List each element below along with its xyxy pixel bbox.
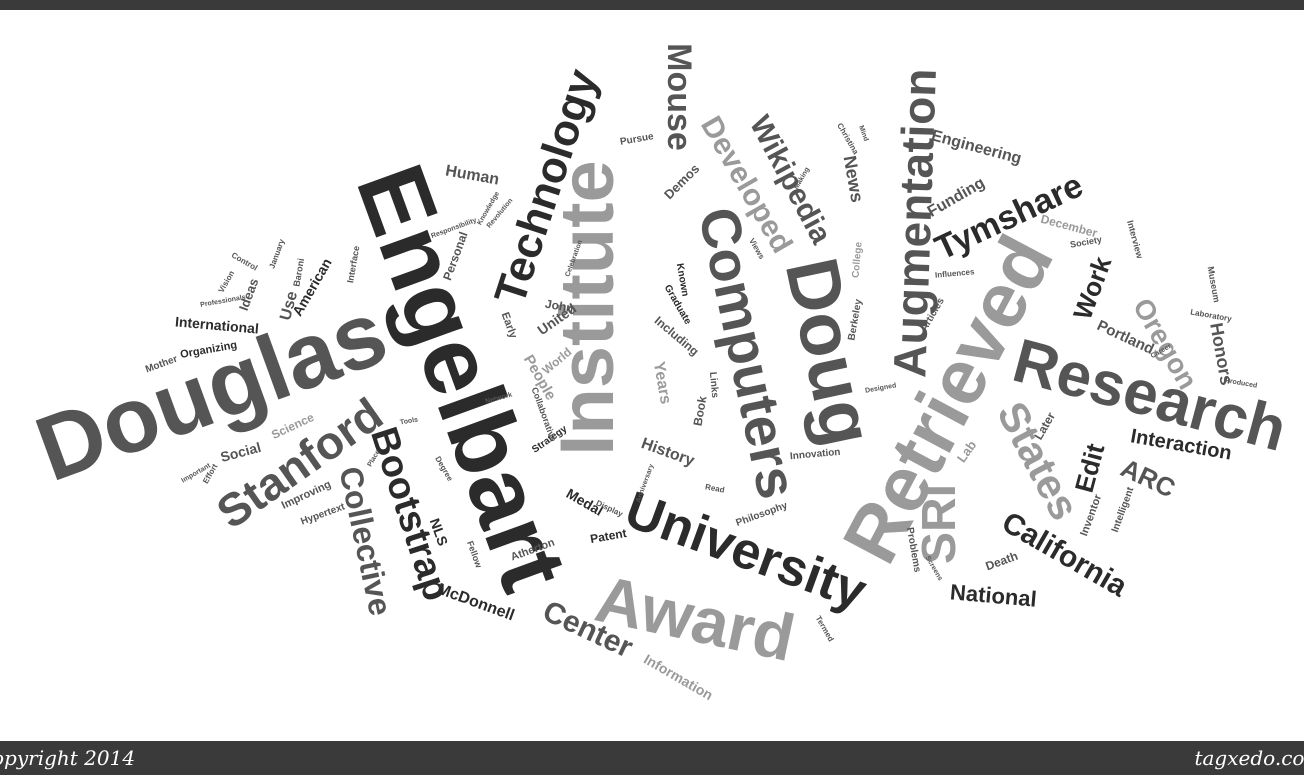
word-philosophy: Philosophy [734,500,789,529]
word-years: Years [649,360,674,406]
word-tools: Tools [399,416,419,427]
word-augmentation: Augmentation [883,67,946,379]
word-work: Work [1067,252,1118,324]
word-college: College [850,241,865,279]
word-including: Including [651,313,702,359]
word-control: Control [229,250,260,273]
word-mind: Mind [857,124,870,143]
word-society: Society [1069,234,1103,250]
word-national: National [949,579,1038,612]
word-intelligent: Intelligent [1109,485,1137,534]
word-termed: Termed [813,614,836,644]
footer-bar: opyright 2014 tagxedo.cor [0,741,1304,775]
word-vision: Vision [216,269,237,295]
word-interview: Interview [1125,219,1145,260]
word-read: Read [704,482,726,495]
word-links: Links [706,371,721,399]
word-edit: Edit [1068,440,1111,496]
word-cloud: Douglas Engelbart Institute Doug Retriev… [24,43,1294,704]
word-engineering: Engineering [929,127,1024,168]
top-bar [0,0,1304,10]
word-interface: Interface [345,245,362,284]
tagxedo-watermark: tagxedo.cor [1194,746,1304,770]
word-hypertext: Hypertext [299,501,347,528]
word-international: International [174,313,260,337]
word-museum: Museum [1205,265,1222,304]
word-sri: SRI [913,483,967,565]
word-pursue: Pursue [619,131,655,148]
word-laboratory: Laboratory [1189,307,1233,324]
word-information: Information [641,650,716,704]
word-book: Book [690,395,710,427]
word-death: Death [983,548,1020,574]
word-states: States [988,394,1089,528]
word-january: January [267,237,287,270]
copyright-text: opyright 2014 [0,746,136,770]
word-patent: Patent [589,525,628,547]
word-christina: Christina [835,121,861,157]
word-mouse: Mouse [659,43,698,151]
word-human: Human [444,162,501,189]
word-innovation: Innovation [789,446,841,463]
word-news: News [839,154,868,204]
word-demos: Demos [661,160,703,203]
